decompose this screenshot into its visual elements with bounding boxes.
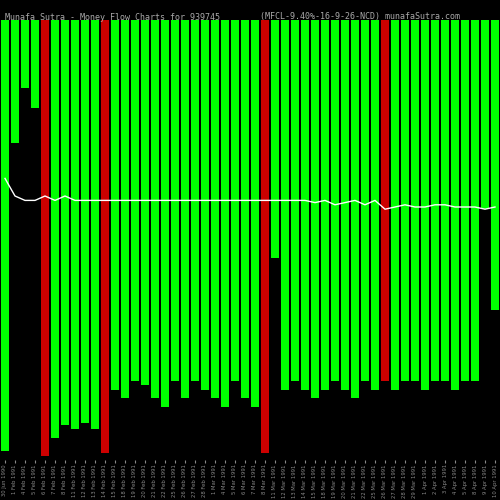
Bar [471, 20, 479, 381]
Bar [361, 20, 369, 381]
Bar [251, 20, 259, 407]
Bar [71, 20, 79, 429]
Bar [341, 20, 349, 390]
Text: (MFCL-9.40%-16-9-26-NCD) munafaSutra.com: (MFCL-9.40%-16-9-26-NCD) munafaSutra.com [260, 12, 460, 22]
Bar [91, 20, 99, 429]
Bar [11, 20, 19, 143]
Bar [331, 20, 339, 381]
Bar [391, 20, 399, 390]
Bar [151, 20, 159, 398]
Bar [181, 20, 189, 398]
Bar [51, 20, 60, 438]
Bar [451, 20, 459, 390]
Bar [31, 20, 39, 108]
Bar [401, 20, 409, 381]
Bar [61, 20, 69, 425]
Bar [421, 20, 429, 390]
Bar [241, 20, 249, 398]
Bar [161, 20, 169, 407]
Bar [291, 20, 299, 381]
Bar [271, 20, 279, 258]
Bar [111, 20, 120, 390]
Bar [381, 20, 389, 381]
Bar [351, 20, 359, 398]
Bar [101, 20, 109, 454]
Bar [1, 20, 9, 451]
Bar [211, 20, 219, 398]
Bar [41, 20, 49, 456]
Bar [281, 20, 289, 390]
Bar [131, 20, 139, 381]
Bar [431, 20, 440, 381]
Bar [21, 20, 29, 88]
Bar [171, 20, 179, 381]
Bar [481, 20, 489, 209]
Bar [231, 20, 239, 381]
Bar [461, 20, 469, 381]
Text: Munafa Sutra - Money Flow Charts for 939745: Munafa Sutra - Money Flow Charts for 939… [5, 12, 220, 22]
Bar [201, 20, 209, 390]
Bar [441, 20, 449, 381]
Bar [141, 20, 149, 385]
Bar [301, 20, 309, 390]
Bar [221, 20, 229, 407]
Bar [121, 20, 129, 398]
Bar [411, 20, 419, 381]
Bar [371, 20, 380, 390]
Bar [261, 20, 269, 454]
Bar [191, 20, 199, 381]
Bar [491, 20, 499, 310]
Bar [81, 20, 89, 422]
Bar [321, 20, 329, 390]
Bar [311, 20, 320, 398]
